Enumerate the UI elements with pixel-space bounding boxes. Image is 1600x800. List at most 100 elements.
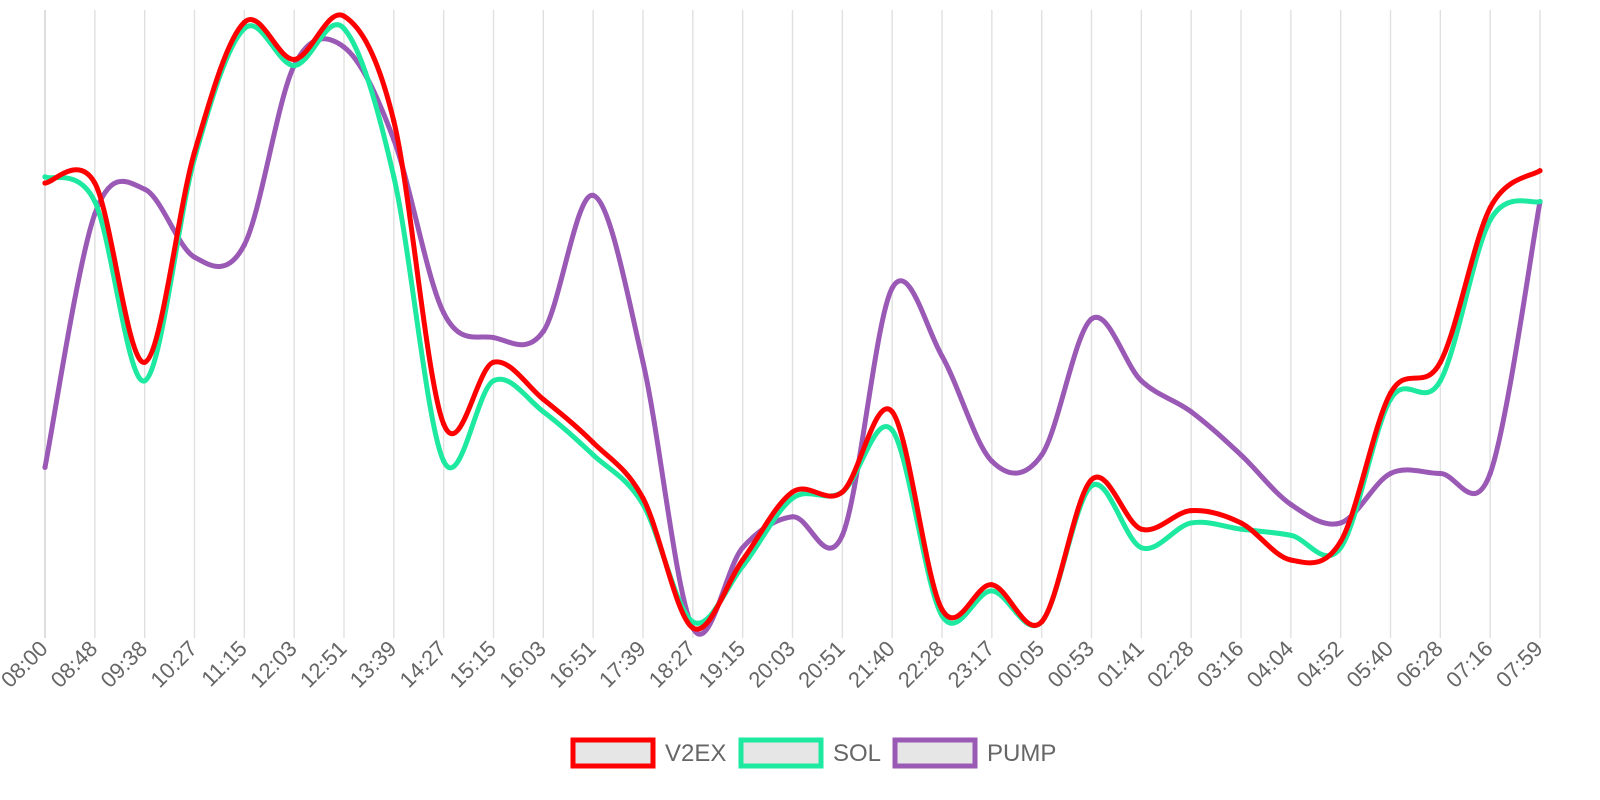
data-point-sol <box>42 174 48 180</box>
data-point-sol <box>441 458 447 464</box>
data-point-pump <box>640 359 646 365</box>
data-point-pump <box>1238 452 1244 458</box>
data-point-v2ex <box>1338 538 1344 545</box>
data-point-v2ex <box>1138 526 1144 532</box>
data-point-sol <box>1238 526 1244 532</box>
data-point-v2ex <box>341 13 347 19</box>
x-tick-label: 04:04 <box>1242 636 1299 693</box>
data-point-sol <box>341 25 347 32</box>
x-tick-label: 19:15 <box>694 636 751 693</box>
x-tick-label: 22:28 <box>893 636 950 693</box>
data-point-pump <box>490 334 497 341</box>
data-point-sol <box>1537 198 1543 205</box>
data-point-v2ex <box>1039 619 1045 625</box>
data-point-v2ex <box>191 149 198 155</box>
data-point-v2ex <box>241 19 247 25</box>
data-point-v2ex <box>1537 168 1543 174</box>
data-point-sol <box>391 174 397 180</box>
data-point-pump <box>1188 409 1194 415</box>
legend-item-sol[interactable]: SOL <box>738 737 881 769</box>
x-tick-label: 14:27 <box>395 636 452 693</box>
x-tick-label: 07:59 <box>1491 636 1548 693</box>
data-point-pump <box>1288 501 1294 507</box>
data-point-sol <box>789 495 796 501</box>
x-tick-label: 21:40 <box>843 636 900 693</box>
data-point-v2ex <box>1288 557 1294 563</box>
data-point-sol <box>92 198 98 205</box>
data-point-sol <box>690 619 696 625</box>
data-point-pump <box>1437 470 1443 477</box>
legend-swatch-v2ex <box>570 737 656 769</box>
data-point-v2ex <box>92 180 98 186</box>
data-point-v2ex <box>391 118 397 124</box>
grid <box>44 10 1541 638</box>
data-point-sol <box>1288 532 1294 538</box>
series-lines <box>42 12 1543 637</box>
x-tick-label: 09:38 <box>96 636 153 693</box>
data-point-pump <box>42 464 48 470</box>
data-point-pump <box>1138 378 1144 384</box>
data-point-pump <box>92 211 98 217</box>
x-tick-label: 16:51 <box>544 636 601 693</box>
data-point-v2ex <box>42 180 48 186</box>
x-tick-label: 12:03 <box>245 636 302 693</box>
x-tick-label: 20:51 <box>793 636 850 693</box>
data-point-v2ex <box>640 495 646 501</box>
data-point-pump <box>1338 520 1344 526</box>
data-point-pump <box>241 242 247 248</box>
x-axis-ticks: 08:0008:4809:3810:2711:1512:0312:5113:39… <box>0 636 1548 693</box>
x-tick-label: 17:39 <box>594 636 651 693</box>
x-tick-label: 08:00 <box>0 636 53 693</box>
data-point-v2ex <box>1487 205 1493 211</box>
x-tick-label: 00:53 <box>1042 636 1099 693</box>
data-point-sol <box>989 588 995 594</box>
data-point-sol <box>1188 520 1194 526</box>
x-tick-label: 16:03 <box>494 636 551 693</box>
data-point-pump <box>441 310 447 316</box>
x-tick-label: 08:48 <box>46 636 103 693</box>
data-point-v2ex <box>939 606 945 613</box>
legend-label-sol: SOL <box>833 740 881 767</box>
data-point-v2ex <box>490 359 497 365</box>
data-point-v2ex <box>740 557 746 563</box>
legend-swatch-pump <box>892 737 978 769</box>
x-tick-label: 02:28 <box>1142 636 1199 693</box>
x-tick-label: 12:51 <box>295 636 352 693</box>
data-point-pump <box>1487 470 1493 477</box>
data-point-sol <box>1138 545 1144 551</box>
data-point-pump <box>540 328 546 334</box>
data-point-pump <box>989 458 995 464</box>
data-point-pump <box>1387 470 1394 477</box>
legend-item-v2ex[interactable]: V2EX <box>570 737 726 769</box>
legend[interactable]: V2EX SOL PUMP <box>570 737 1056 769</box>
legend-item-pump[interactable]: PUMP <box>892 737 1056 769</box>
data-point-pump <box>191 254 198 260</box>
data-point-sol <box>490 378 497 384</box>
data-point-v2ex <box>142 359 148 365</box>
data-point-sol <box>590 452 596 458</box>
legend-label-v2ex: V2EX <box>665 740 726 767</box>
legend-label-pump: PUMP <box>987 740 1056 767</box>
data-point-v2ex <box>889 409 895 415</box>
x-tick-label: 15:15 <box>444 636 501 693</box>
data-point-sol <box>1437 378 1443 384</box>
data-point-v2ex <box>789 489 796 495</box>
data-point-sol <box>142 378 148 384</box>
data-point-v2ex <box>839 489 845 495</box>
x-tick-label: 18:27 <box>644 636 701 693</box>
data-point-v2ex <box>590 440 596 446</box>
data-point-sol <box>889 427 895 433</box>
data-point-sol <box>291 63 297 69</box>
x-tick-label: 23:17 <box>943 636 1000 693</box>
data-point-pump <box>740 545 746 551</box>
data-point-pump <box>939 353 945 359</box>
data-point-pump <box>1088 316 1095 322</box>
data-point-pump <box>341 44 347 50</box>
x-tick-label: 10:27 <box>145 636 202 693</box>
data-point-v2ex <box>1437 359 1443 365</box>
data-point-v2ex <box>1088 477 1095 483</box>
data-point-sol <box>540 409 546 415</box>
data-point-pump <box>889 285 895 291</box>
x-tick-label: 07:16 <box>1441 636 1498 693</box>
